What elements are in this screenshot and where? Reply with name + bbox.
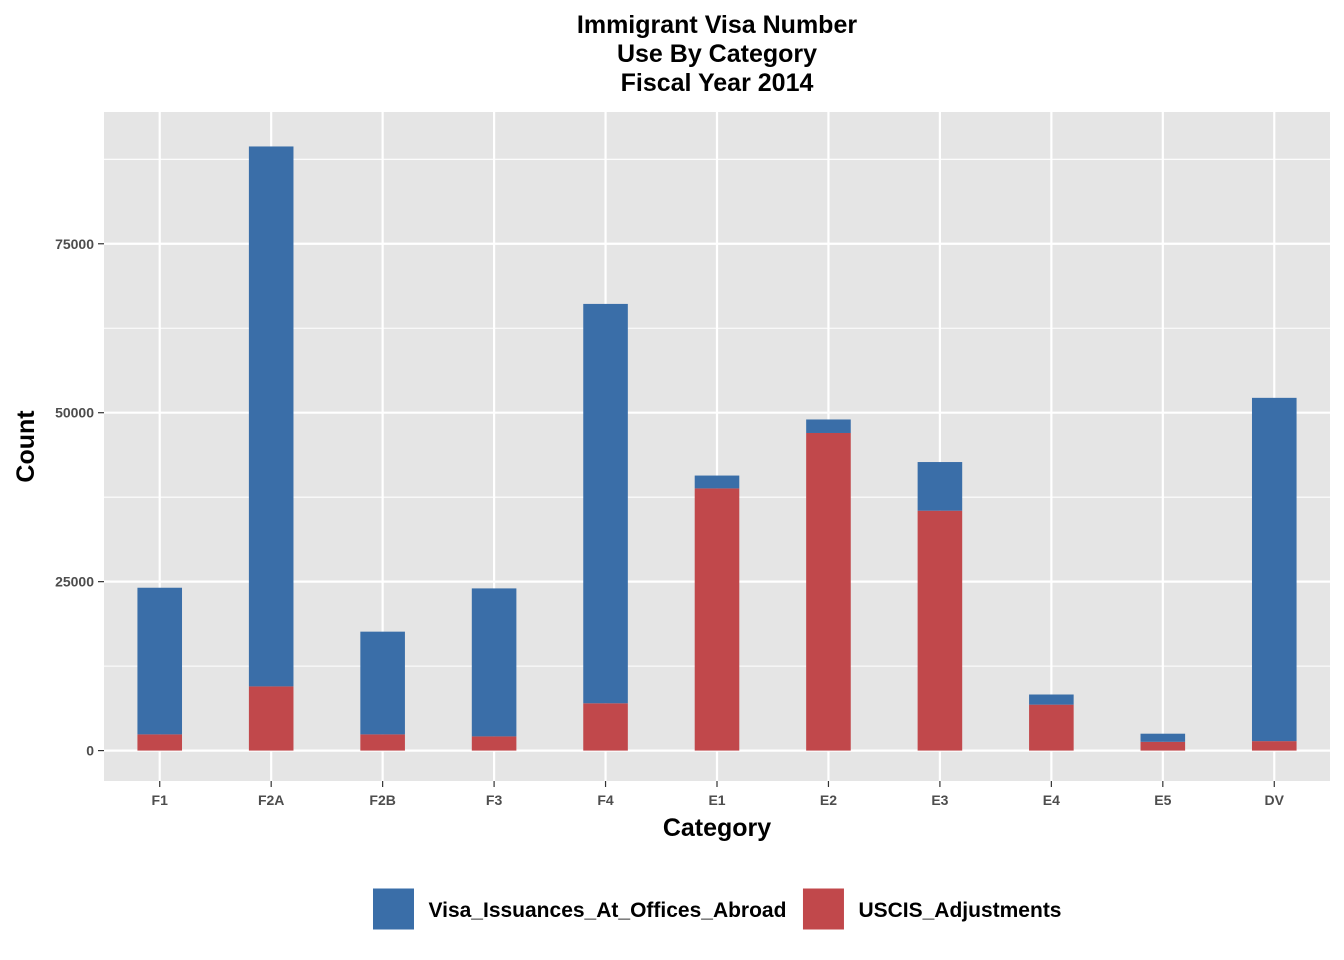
x-tick-label-e1: E1 [708,792,725,808]
bar-e1-visa-issuances-at-offices-abroad [694,475,740,489]
x-tick-label-f2a: F2A [258,792,284,808]
x-tick-label-e4: E4 [1043,792,1060,808]
y-tick-label: 25000 [55,574,94,590]
bar-f2a-visa-issuances-at-offices-abroad [248,146,294,687]
x-tick-label-f3: F3 [486,792,503,808]
bar-f1-uscis-adjustments [137,734,183,751]
bar-f1-visa-issuances-at-offices-abroad [137,587,183,735]
bar-e4-uscis-adjustments [1029,704,1074,751]
x-tick-label-f2b: F2B [369,792,395,808]
bar-e1-uscis-adjustments [694,488,740,751]
x-tick-label-dv: DV [1265,792,1285,808]
bar-e3-uscis-adjustments [917,510,963,751]
bar-e2-uscis-adjustments [806,432,851,751]
bar-e2-visa-issuances-at-offices-abroad [806,419,851,433]
legend-key-uscis-adjustments [801,887,845,931]
y-tick-label: 75000 [55,236,94,252]
bar-f2a-uscis-adjustments [248,686,294,751]
bar-dv-visa-issuances-at-offices-abroad [1251,397,1297,742]
x-tick-label-e2: E2 [820,792,837,808]
x-tick-label-f1: F1 [152,792,169,808]
chart-title-line-2: Use By Category [617,40,817,68]
y-tick-label: 50000 [55,405,94,421]
chart-title-line-1: Immigrant Visa Number [577,11,857,39]
y-tick-label: 0 [86,743,94,759]
x-axis-ticks: F1 F2A F2B F3 F4 E1 E2 E3 E4 E5 DV [152,781,1285,808]
chart-title-line-3: Fiscal Year 2014 [621,69,814,97]
bar-e5-visa-issuances-at-offices-abroad [1140,733,1186,742]
x-tick-label-e3: E3 [931,792,948,808]
bar-e4-visa-issuances-at-offices-abroad [1029,694,1074,705]
x-tick-label-f4: F4 [597,792,614,808]
bar-f2b-visa-issuances-at-offices-abroad [360,631,405,735]
x-axis-title: Category [663,814,771,842]
y-axis-title: Count [12,410,40,483]
bar-f4-uscis-adjustments [583,703,628,751]
legend-label-uscis-adjustments: USCIS_Adjustments [858,899,1061,922]
bar-f4-visa-issuances-at-offices-abroad [583,303,628,704]
bar-f2b-uscis-adjustments [360,734,405,751]
bar-f3-visa-issuances-at-offices-abroad [471,588,517,737]
legend-key-visa-issuances-at-offices-abroad [371,887,415,931]
y-axis-ticks: 0 25000 50000 75000 [55,236,104,759]
bar-e5-uscis-adjustments [1140,741,1186,751]
bars [137,146,1297,751]
x-tick-label-e5: E5 [1154,792,1171,808]
bar-f3-uscis-adjustments [471,736,517,751]
bar-e3-visa-issuances-at-offices-abroad [917,462,963,511]
legend: Visa_Issuances_At_Offices_Abroad USCIS_Ad… [371,887,1062,931]
legend-label-visa-issuances-at-offices-abroad: Visa_Issuances_At_Offices_Abroad [428,899,786,922]
bar-dv-uscis-adjustments [1251,741,1297,751]
